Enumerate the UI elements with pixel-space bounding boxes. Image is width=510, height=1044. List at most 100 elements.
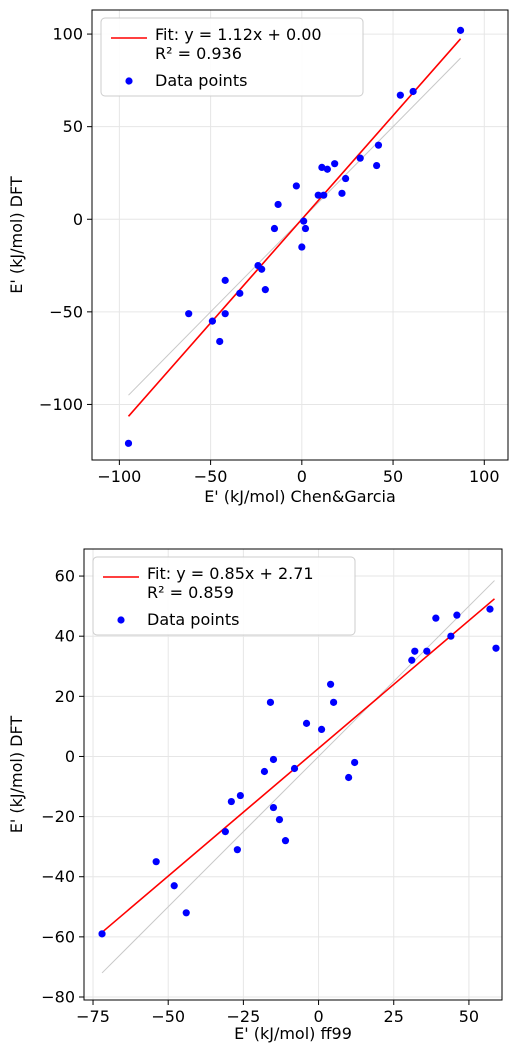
legend-points-label: Data points — [155, 71, 247, 90]
y-tick-label: 60 — [55, 567, 75, 586]
fit-line — [101, 598, 496, 933]
data-point — [221, 310, 229, 318]
data-point — [492, 644, 500, 652]
legend-box — [92, 556, 356, 636]
x-axis-label: E' (kJ/mol) ff99 — [234, 1024, 352, 1043]
data-point — [374, 141, 383, 149]
legend-box — [100, 17, 364, 97]
data-point — [423, 647, 431, 655]
data-point — [432, 614, 440, 622]
y-tick-label: 100 — [52, 25, 83, 44]
data-point — [290, 764, 299, 773]
data-point — [98, 930, 106, 938]
y-tick-label: −50 — [49, 302, 83, 321]
chart-1: −100 −50 0 50 100 −100 −50 0 50 100 E' (kJ/mol) Ch… — [7, 9, 509, 506]
data-point — [323, 165, 331, 173]
chart-2: −75 −50 −25 0 25 50 −80 −60 −40 −20 0 20 40 60 E' (kJ/… — [7, 548, 503, 1043]
data-point — [216, 337, 224, 346]
data-point — [182, 909, 190, 917]
x-tick-label: 0 — [313, 1007, 323, 1026]
data-point — [317, 725, 326, 734]
y-tick-label: −40 — [41, 867, 75, 886]
data-point — [408, 656, 416, 664]
x-tick-label: 0 — [297, 467, 307, 486]
data-point — [274, 200, 282, 209]
fit-line — [127, 38, 462, 417]
data-point — [456, 26, 465, 34]
legend-points-label: Data points — [147, 610, 239, 629]
y-tick-label: 40 — [55, 627, 75, 646]
data-point — [447, 632, 455, 640]
y-tick-label: −60 — [41, 927, 75, 946]
x-tick-label: −50 — [151, 1007, 185, 1026]
x-tick-label: −100 — [97, 467, 141, 486]
x-tick-label: 25 — [384, 1007, 404, 1026]
data-point — [329, 698, 338, 706]
data-point — [342, 174, 350, 183]
data-point — [152, 858, 160, 866]
data-point — [331, 160, 339, 168]
x-tick-label: −75 — [76, 1007, 110, 1026]
y-tick-label: 0 — [73, 210, 83, 229]
y-tick-label: −20 — [41, 807, 75, 826]
data-point — [236, 791, 244, 800]
data-point — [411, 647, 419, 655]
legend-fit-label: Fit: y = 1.12x + 0.00 — [155, 25, 322, 44]
data-point — [301, 224, 310, 233]
x-tick-label: −25 — [226, 1007, 260, 1026]
x-tick-label: 100 — [469, 467, 500, 486]
data-point — [275, 816, 284, 824]
legend-points-swatch — [125, 77, 133, 85]
data-point — [409, 87, 417, 96]
data-point — [266, 698, 275, 706]
data-point — [258, 265, 266, 273]
data-point — [260, 767, 269, 776]
data-point — [338, 189, 346, 197]
legend-r2-label: R² = 0.936 — [155, 44, 242, 63]
data-point — [269, 803, 278, 812]
data-point — [221, 276, 229, 284]
data-points — [124, 26, 465, 447]
data-point — [320, 191, 328, 199]
data-point — [314, 191, 322, 199]
data-point — [318, 163, 326, 172]
data-point — [292, 182, 300, 190]
data-point — [302, 719, 311, 727]
y-tick-label: 0 — [65, 747, 75, 766]
data-point — [227, 797, 235, 806]
data-point — [124, 439, 133, 447]
legend-r2-label: R² = 0.859 — [147, 583, 234, 602]
legend-points-swatch — [117, 616, 125, 624]
data-point — [486, 605, 494, 613]
data-point — [396, 91, 404, 99]
data-point — [221, 828, 229, 836]
x-tick-label: −50 — [194, 467, 228, 486]
data-point — [300, 217, 308, 225]
data-point — [373, 161, 381, 170]
data-point — [236, 289, 244, 297]
reference-line — [101, 580, 495, 974]
data-point — [208, 317, 217, 325]
y-tick-label: 50 — [63, 117, 83, 136]
x-axis-label: E' (kJ/mol) Chen&Garcia — [204, 487, 396, 506]
data-point — [261, 286, 269, 294]
data-point — [298, 243, 306, 251]
data-points — [98, 605, 500, 938]
y-axis-label: E' (kJ/mol) DFT — [7, 716, 26, 834]
data-point — [281, 837, 290, 845]
data-point — [453, 611, 461, 619]
y-axis-label: E' (kJ/mol) DFT — [7, 176, 26, 294]
data-point — [356, 154, 364, 162]
x-tick-label: 50 — [383, 467, 403, 486]
data-point — [351, 758, 359, 767]
y-tick-label: −100 — [39, 395, 83, 414]
data-point — [270, 224, 279, 233]
data-point — [233, 846, 241, 854]
y-tick-label: −80 — [41, 987, 75, 1006]
data-point — [269, 755, 278, 764]
y-tick-label: 20 — [55, 687, 75, 706]
data-point — [170, 882, 178, 890]
